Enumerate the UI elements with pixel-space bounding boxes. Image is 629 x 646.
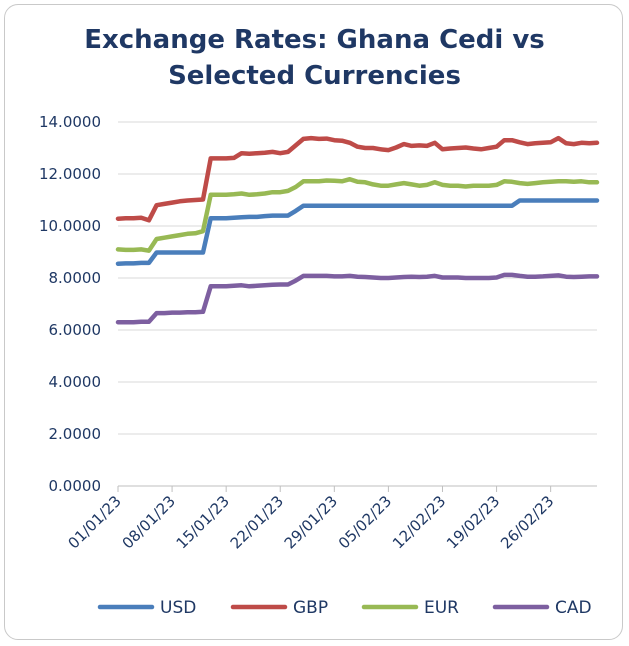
x-axis-ticks: 01/01/2308/01/2315/01/2322/01/2329/01/23…: [64, 486, 557, 552]
x-tick-label: 01/01/23: [64, 492, 124, 552]
series-lines: [115, 135, 600, 325]
x-tick-label: 29/01/23: [281, 492, 341, 552]
chart-title-line-2: Selected Currencies: [168, 61, 461, 91]
legend-label-eur: EUR: [424, 598, 459, 618]
y-tick-label: 12.0000: [39, 165, 101, 183]
y-axis-ticks: 0.0000 2.0000 4.0000 6.0000 8.0000 10.0000 12.…: [39, 113, 101, 495]
x-tick-label: 19/02/23: [443, 492, 503, 552]
legend-label-usd: USD: [160, 598, 196, 618]
series-line-cad: [115, 272, 600, 325]
gridlines: [118, 121, 597, 487]
y-tick-label: 0.0000: [49, 477, 102, 495]
x-tick-label: 05/02/23: [335, 492, 395, 552]
y-tick-label: 6.0000: [49, 321, 102, 339]
y-tick-label: 14.0000: [39, 113, 101, 131]
x-tick-label: 22/01/23: [227, 492, 287, 552]
x-tick-label: 08/01/23: [119, 492, 179, 552]
series-line-eur: [115, 176, 600, 253]
chart-frame: [4, 4, 623, 640]
chart-title: Exchange Rates: Ghana Cedi vs Selected C…: [0, 22, 629, 94]
y-tick-label: 4.0000: [49, 373, 102, 391]
legend-label-gbp: GBP: [293, 598, 328, 618]
y-tick-label: 10.0000: [39, 217, 101, 235]
x-tick-label: 26/02/23: [497, 492, 557, 552]
series-line-gbp: [115, 135, 600, 223]
x-tick-label: 12/02/23: [389, 492, 449, 552]
chart-title-line-1: Exchange Rates: Ghana Cedi vs: [84, 25, 545, 55]
y-tick-label: 8.0000: [49, 269, 102, 287]
y-tick-label: 2.0000: [49, 425, 102, 443]
series-line-usd: [115, 198, 600, 266]
legend: USD GBP EUR CAD: [97, 598, 592, 618]
legend-label-cad: CAD: [555, 598, 592, 618]
x-tick-label: 15/01/23: [173, 492, 233, 552]
